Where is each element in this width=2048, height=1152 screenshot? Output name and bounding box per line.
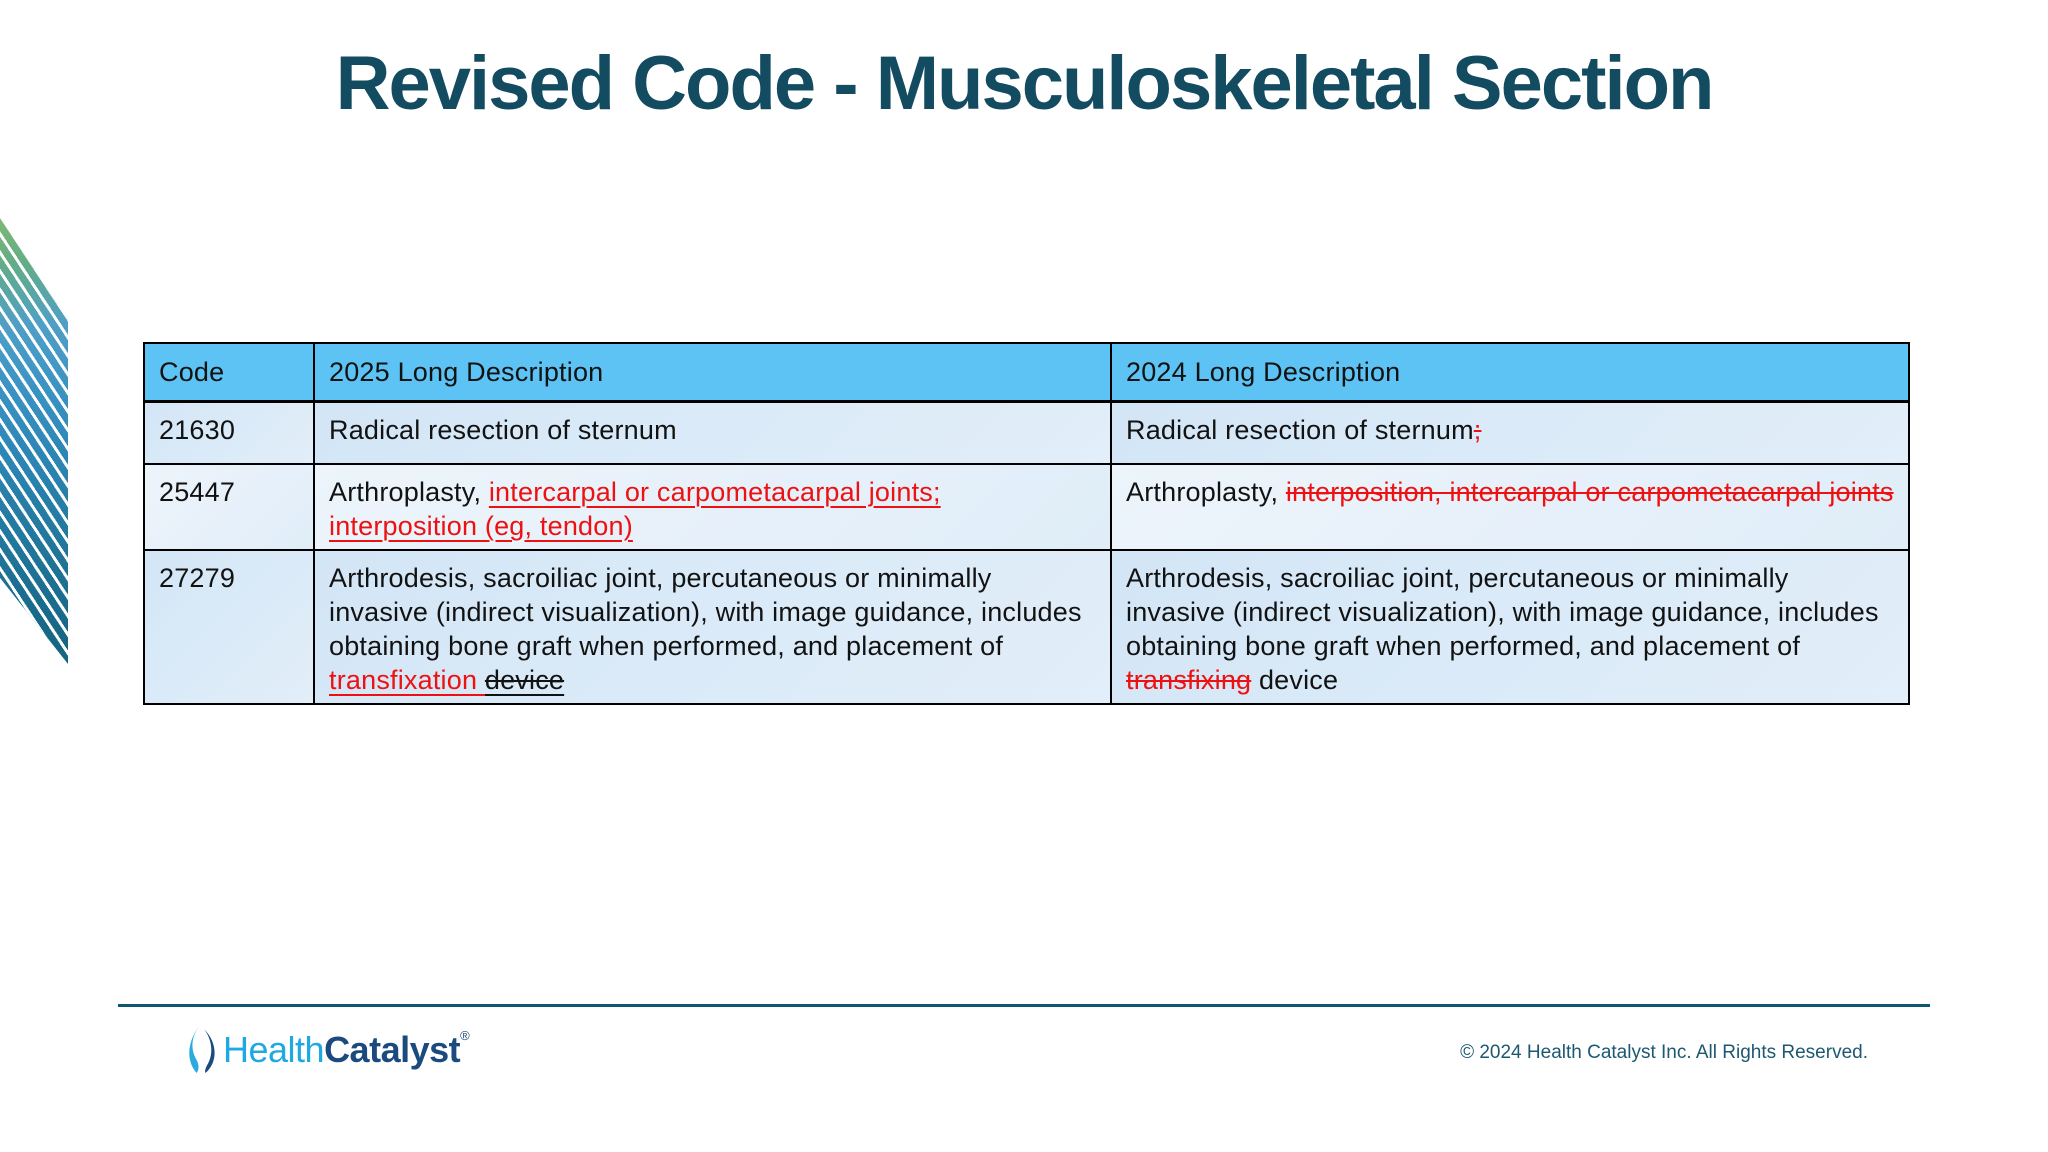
- code-cell: 21630: [143, 400, 315, 465]
- col-header-2025-description: 2025 Long Description: [313, 342, 1112, 402]
- text-segment-removed: interposition, intercarpal or carpometac…: [1285, 477, 1894, 507]
- text-segment-normal: Radical resection of sternum: [329, 414, 677, 445]
- description-2024-cell: Radical resection of sternum;: [1110, 400, 1910, 465]
- col-header-code: Code: [143, 342, 315, 402]
- page-title: Revised Code - Musculoskeletal Section: [335, 41, 1715, 126]
- description-2024-cell: Arthroplasty, interposition, intercarpal…: [1110, 463, 1910, 551]
- text-segment-normal: Arthroplasty,: [329, 477, 489, 507]
- text-segment-removed: ;: [1473, 414, 1482, 445]
- text-segment-normal: Radical resection of sternum: [1126, 414, 1474, 445]
- text-segment-added: intercarpal or carpometacarpal joints; i…: [329, 477, 941, 541]
- code-cell: 27279: [143, 549, 315, 705]
- description-2024-cell: Arthrodesis, sacroiliac joint, percutane…: [1110, 549, 1910, 705]
- text-segment-removed: transfixing: [1126, 665, 1252, 695]
- footer-divider-line: [118, 1004, 1930, 1007]
- text-segment-normal: Arthrodesis, sacroiliac joint, percutane…: [329, 563, 1082, 661]
- table-row: 21630 Radical resection of sternum Radic…: [143, 400, 1910, 465]
- codes-table: Code 2025 Long Description 2024 Long Des…: [143, 342, 1910, 705]
- diagonal-stripes-decoration: [0, 218, 68, 664]
- description-2025-cell: Arthrodesis, sacroiliac joint, percutane…: [313, 549, 1112, 705]
- text-segment-added: transfixation: [329, 665, 485, 695]
- code-cell: 25447: [143, 463, 315, 551]
- text-segment-removed-black-underlined: device: [484, 665, 565, 695]
- copyright-text: © 2024 Health Catalyst Inc. All Rights R…: [1460, 1042, 1868, 1063]
- logo-text-catalyst: Catalyst: [324, 1029, 461, 1070]
- table-row: 25447 Arthroplasty, intercarpal or carpo…: [143, 463, 1910, 551]
- logo-text-health: Health: [223, 1029, 325, 1070]
- registered-trademark-icon: ®: [460, 1028, 470, 1043]
- description-2025-cell: Radical resection of sternum: [313, 400, 1112, 465]
- healthcatalyst-logo: Health Catalyst ®: [186, 1026, 470, 1074]
- description-2025-cell: Arthroplasty, intercarpal or carpometaca…: [313, 463, 1112, 551]
- text-segment-normal: Arthrodesis, sacroiliac joint, percutane…: [1126, 563, 1879, 661]
- table-header-row: Code 2025 Long Description 2024 Long Des…: [143, 342, 1910, 402]
- flame-icon: [189, 1027, 215, 1073]
- text-segment-normal: Arthroplasty,: [1126, 477, 1286, 507]
- text-segment-normal: device: [1251, 665, 1339, 695]
- col-header-2024-description: 2024 Long Description: [1110, 342, 1910, 402]
- table-row: 27279 Arthrodesis, sacroiliac joint, per…: [143, 549, 1910, 705]
